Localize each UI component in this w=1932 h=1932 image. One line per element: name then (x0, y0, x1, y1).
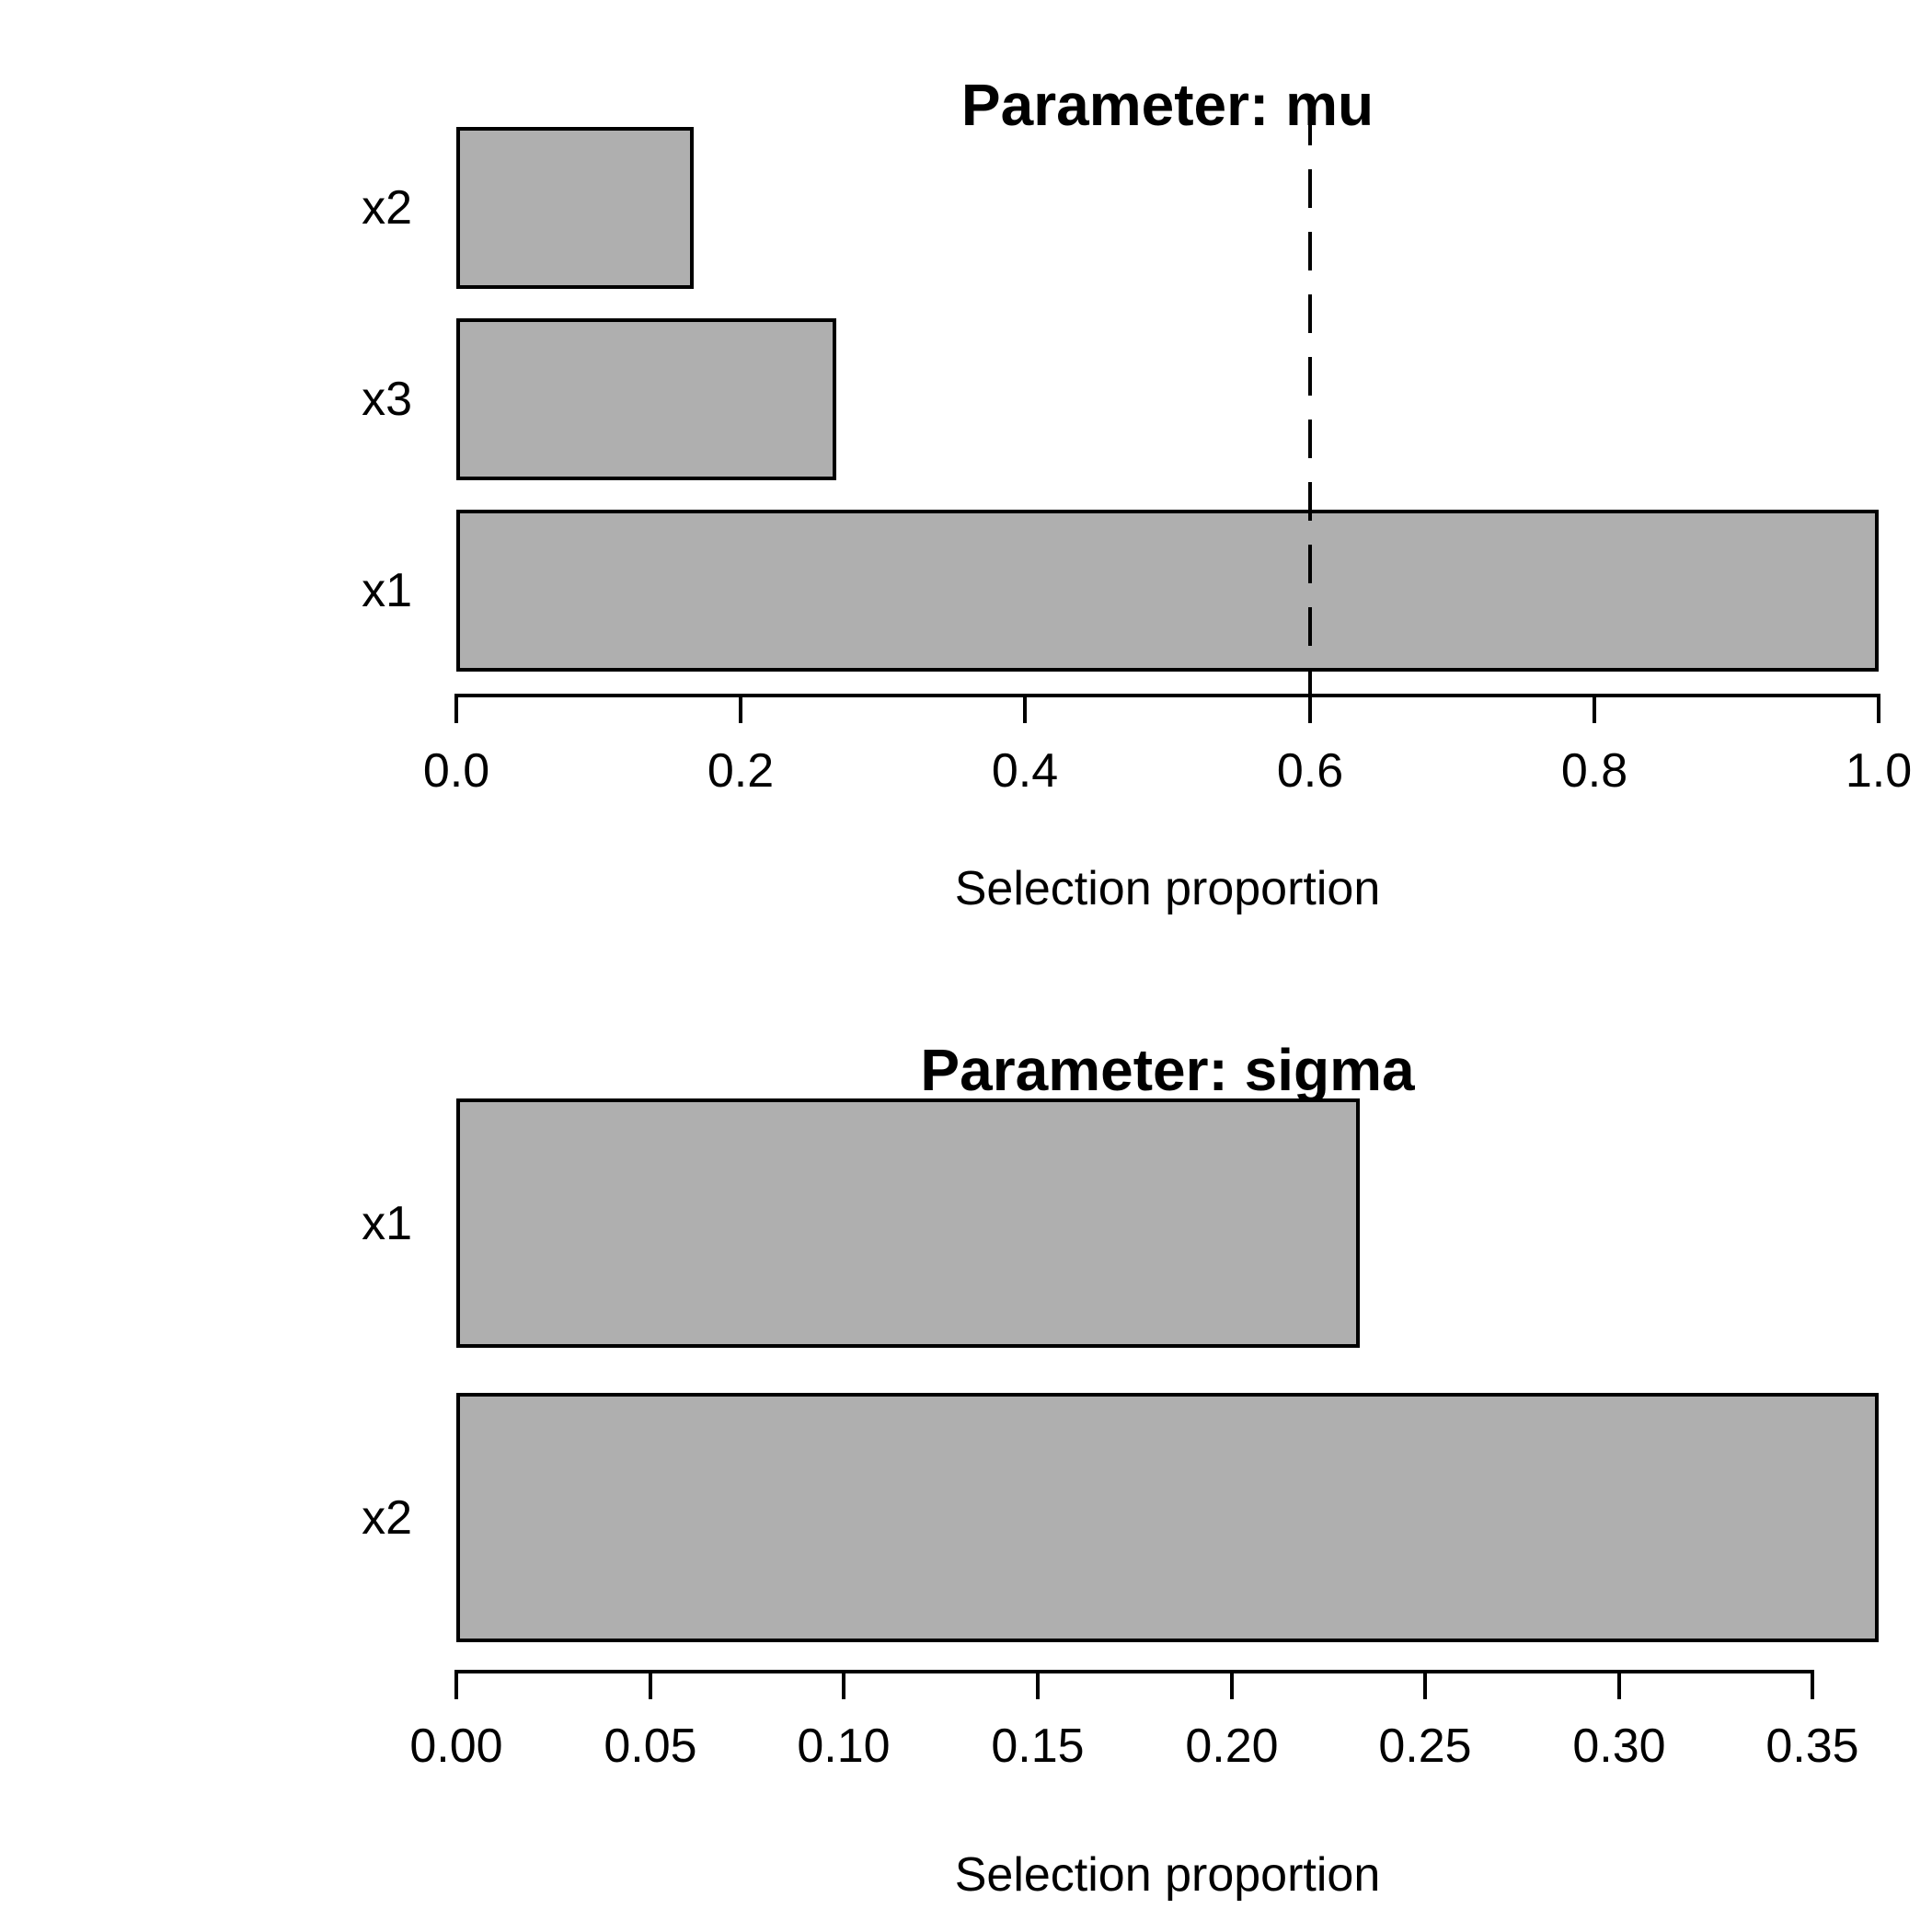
x-axis-tick (1877, 697, 1880, 723)
x-axis-line (454, 694, 1880, 697)
x-axis-tick-label: 0.05 (604, 1719, 697, 1773)
x-axis-tick (1023, 697, 1027, 723)
bar-x1 (456, 1098, 1360, 1348)
category-label-x3: x3 (362, 373, 412, 426)
category-label-x2: x2 (362, 181, 412, 235)
chart-title-sigma: Parameter: sigma (920, 1037, 1415, 1104)
bar-x2 (456, 127, 694, 289)
x-axis-tick (454, 697, 458, 723)
chart-title-mu: Parameter: mu (960, 72, 1374, 139)
x-axis-tick-label: 0.4 (991, 744, 1059, 798)
x-axis-tick (739, 697, 742, 723)
x-axis-tick (1617, 1673, 1621, 1699)
x-axis-tick (1423, 1673, 1427, 1699)
x-axis-tick-label: 0.6 (1276, 744, 1344, 798)
x-axis-tick-label: 1.0 (1845, 744, 1913, 798)
bar-x3 (456, 318, 836, 480)
x-axis-tick (842, 1673, 845, 1699)
x-axis-tick (1593, 697, 1596, 723)
x-axis-tick-label: 0.10 (797, 1719, 891, 1773)
x-axis-tick (649, 1673, 652, 1699)
x-axis-tick-label: 0.20 (1185, 1719, 1279, 1773)
x-axis-tick-label: 0.00 (409, 1719, 503, 1773)
x-axis-tick-label: 0.30 (1572, 1719, 1666, 1773)
category-label-x1: x1 (362, 1197, 412, 1250)
reference-line-dashed (1308, 107, 1312, 729)
x-axis-line (454, 1670, 1814, 1673)
x-axis-tick-label: 0.15 (991, 1719, 1085, 1773)
category-label-x2: x2 (362, 1491, 412, 1545)
x-axis-label-mu: Selection proportion (954, 862, 1381, 915)
x-axis-tick-label: 0.25 (1378, 1719, 1472, 1773)
x-axis-tick-label: 0.35 (1765, 1719, 1859, 1773)
x-axis-tick-label: 0.0 (422, 744, 490, 798)
bar-x1 (456, 510, 1879, 672)
x-axis-tick (1811, 1673, 1814, 1699)
x-axis-tick (454, 1673, 458, 1699)
x-axis-tick-label: 0.2 (707, 744, 775, 798)
x-axis-tick-label: 0.8 (1560, 744, 1628, 798)
x-axis-tick (1230, 1673, 1234, 1699)
x-axis-tick (1036, 1673, 1040, 1699)
category-label-x1: x1 (362, 564, 412, 617)
x-axis-label-sigma: Selection proportion (954, 1848, 1381, 1902)
bar-x2 (456, 1393, 1879, 1642)
